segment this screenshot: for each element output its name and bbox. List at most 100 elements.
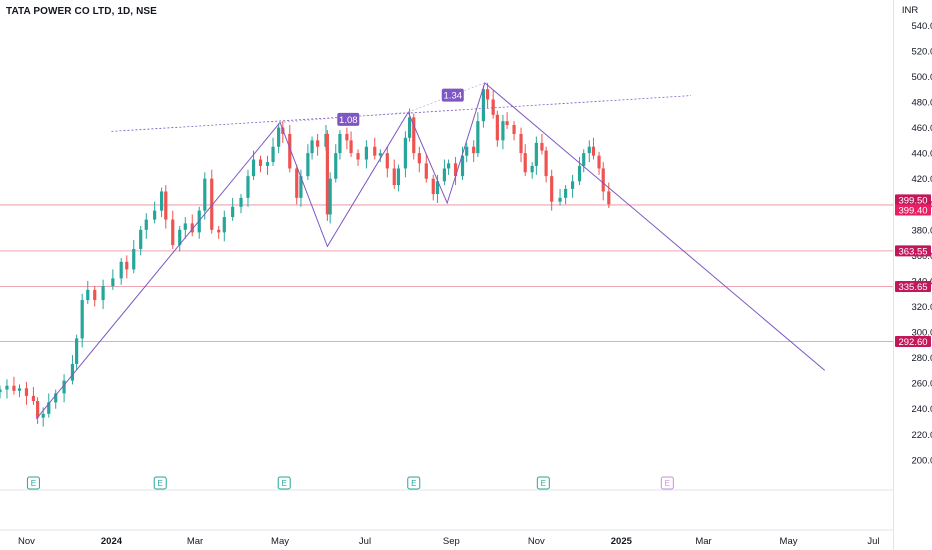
candle-body [310, 140, 314, 154]
candle-body [597, 155, 601, 169]
candle-body [558, 197, 562, 202]
candle-body [222, 217, 226, 233]
x-tick-label: May [780, 536, 798, 547]
candle [558, 188, 562, 206]
candle [265, 155, 270, 175]
candle [54, 389, 58, 409]
candle-body [47, 402, 51, 414]
candle [86, 280, 90, 304]
x-tick-label: 2024 [101, 536, 123, 547]
earnings-box[interactable] [407, 476, 421, 490]
candle [277, 123, 281, 154]
candle [62, 374, 66, 403]
candle-body [472, 146, 476, 154]
candle [534, 136, 538, 175]
x-tick-label: Jul [359, 536, 371, 547]
candle [144, 213, 148, 239]
candle [582, 149, 586, 173]
candle-body [271, 146, 275, 163]
candle [591, 137, 596, 160]
candle-body [316, 140, 320, 147]
candle [481, 85, 486, 128]
y-axis: 200.00 220.00 240.00 260.00 280.00 300.00 320.… [902, 5, 932, 466]
horizontal-levels [0, 204, 893, 342]
earnings-box[interactable] [660, 476, 674, 490]
candle-body [54, 393, 58, 403]
earnings-icon[interactable]: E [407, 476, 421, 490]
candle [231, 197, 235, 221]
ratio-badge[interactable] [441, 88, 464, 102]
zigzag-pattern[interactable] [279, 81, 826, 371]
pattern-drawing[interactable]: 1.08 1.34 [35, 81, 826, 420]
candle [24, 381, 29, 405]
earnings-box[interactable] [153, 476, 167, 490]
candle [258, 155, 263, 173]
candle [564, 185, 568, 205]
trend-line[interactable] [35, 122, 281, 420]
y-tick-label: 300.00 [911, 328, 932, 339]
candle [246, 169, 250, 207]
candle [491, 90, 495, 119]
candle [587, 140, 591, 163]
candle-body [601, 168, 605, 192]
x-tick-label: Jul [867, 536, 879, 547]
candle-body [582, 153, 586, 166]
earnings-icon[interactable]: E [660, 476, 674, 490]
candle-body [17, 388, 22, 391]
earnings-box[interactable] [26, 476, 40, 490]
candle [364, 140, 368, 169]
x-tick-label: Nov [18, 536, 35, 547]
x-tick-label: Mar [187, 536, 203, 547]
candle-body [139, 229, 143, 249]
neckline[interactable] [111, 95, 692, 132]
candle-body [431, 178, 435, 195]
candle [203, 172, 207, 220]
candle [139, 225, 143, 256]
candle [385, 146, 389, 178]
candle-body [132, 248, 136, 270]
candle-body [396, 168, 401, 186]
earnings-icon[interactable]: E [26, 476, 40, 490]
ratio-badge[interactable] [337, 112, 360, 126]
candle-body [446, 163, 451, 169]
candle-body [251, 159, 256, 177]
y-tick-label: 260.00 [911, 379, 932, 390]
candle-body [534, 142, 538, 166]
earnings-box[interactable] [536, 476, 550, 490]
candle-body [265, 162, 270, 166]
candle-body [403, 137, 408, 169]
earnings-icon[interactable]: E [277, 476, 291, 490]
candle [570, 174, 575, 198]
candles [0, 82, 611, 427]
candle [597, 151, 601, 175]
candle [472, 140, 476, 163]
y-tick-label: 380.00 [911, 225, 932, 236]
candle-body [412, 117, 416, 154]
y-tick-label: 360.00 [911, 251, 932, 262]
level-label-text: 363.55 [898, 246, 927, 257]
candle [424, 154, 428, 183]
candle-body [239, 197, 243, 207]
candle-body [338, 133, 342, 154]
candle [442, 159, 447, 186]
earnings-icon[interactable]: E [153, 476, 167, 490]
candle-body [5, 385, 9, 390]
x-tick-label: Nov [528, 536, 545, 547]
candle [465, 142, 469, 163]
candle-body [62, 380, 66, 394]
earnings-icon[interactable]: E [536, 476, 550, 490]
earnings-box[interactable] [277, 476, 291, 490]
candle [501, 114, 505, 150]
candle-body [530, 165, 534, 173]
candle-body [356, 153, 360, 160]
candle-body [607, 191, 611, 205]
chart-title: TATA POWER CO LTD, 1D, NSE [6, 6, 157, 17]
candle-body [70, 363, 75, 381]
candle [295, 164, 299, 205]
y-tick-label: 440.00 [911, 149, 932, 160]
earnings-letter: E [31, 479, 36, 488]
candle-body [392, 168, 396, 186]
candle-body [101, 286, 105, 301]
